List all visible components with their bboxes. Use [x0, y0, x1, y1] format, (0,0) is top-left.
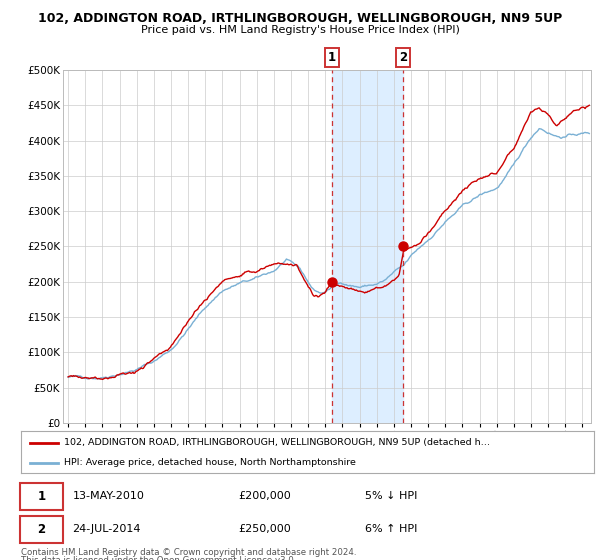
Text: 102, ADDINGTON ROAD, IRTHLINGBOROUGH, WELLINGBOROUGH, NN9 5UP: 102, ADDINGTON ROAD, IRTHLINGBOROUGH, WE… — [38, 12, 562, 25]
Text: This data is licensed under the Open Government Licence v3.0.: This data is licensed under the Open Gov… — [21, 556, 296, 560]
Text: £200,000: £200,000 — [239, 492, 292, 501]
Text: HPI: Average price, detached house, North Northamptonshire: HPI: Average price, detached house, Nort… — [64, 458, 356, 467]
Text: 1: 1 — [37, 490, 46, 503]
Text: 1: 1 — [328, 52, 335, 64]
Text: 5% ↓ HPI: 5% ↓ HPI — [365, 492, 417, 501]
Text: 2: 2 — [37, 523, 46, 536]
FancyBboxPatch shape — [20, 516, 63, 543]
Text: Price paid vs. HM Land Registry's House Price Index (HPI): Price paid vs. HM Land Registry's House … — [140, 25, 460, 35]
Text: 13-MAY-2010: 13-MAY-2010 — [73, 492, 145, 501]
Text: 2: 2 — [400, 52, 407, 64]
FancyBboxPatch shape — [20, 483, 63, 510]
Bar — [332, 70, 403, 423]
Text: Contains HM Land Registry data © Crown copyright and database right 2024.: Contains HM Land Registry data © Crown c… — [21, 548, 356, 557]
Text: 102, ADDINGTON ROAD, IRTHLINGBOROUGH, WELLINGBOROUGH, NN9 5UP (detached h…: 102, ADDINGTON ROAD, IRTHLINGBOROUGH, WE… — [64, 438, 490, 447]
Text: 6% ↑ HPI: 6% ↑ HPI — [365, 525, 417, 534]
Text: £250,000: £250,000 — [239, 525, 292, 534]
Text: 24-JUL-2014: 24-JUL-2014 — [73, 525, 141, 534]
